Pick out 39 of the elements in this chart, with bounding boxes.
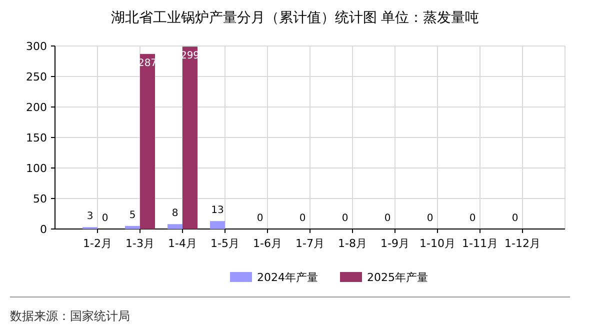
data-label: 0 [512,213,518,224]
bar [168,224,182,229]
x-tick-label: 1-2月 [83,237,112,250]
x-tick-label: 1-4月 [168,237,197,250]
x-tick-label: 1-10月 [420,237,456,250]
data-label: 8 [172,208,178,220]
chart-title: 湖北省工业锅炉产量分月（累计值）统计图 单位：蒸发量吨 [110,10,480,26]
data-label: 0 [469,213,476,224]
y-tick-label: 300 [26,40,47,53]
x-tick-label: 1-12月 [504,237,540,250]
data-label: 5 [129,210,136,221]
y-tick-label: 250 [26,70,47,84]
y-tick-label: 200 [26,101,47,114]
bar [125,226,140,229]
data-label: 0 [299,213,306,224]
data-label: 13 [211,205,224,216]
bar [182,46,198,229]
x-tick-label: 1-3月 [126,237,154,250]
data-label: 3 [86,211,94,222]
bar [140,54,155,229]
bar [210,221,225,229]
data-label: 0 [256,213,264,224]
data-label: 0 [384,213,391,224]
x-tick-label: 1-7月 [296,237,324,250]
y-tick-label: 0 [40,223,47,236]
x-tick-label: 1-9月 [380,237,410,250]
source-note: 数据来源：国家统计局 [10,309,130,323]
y-tick-label: 50 [33,192,47,206]
legend-label: 2024年产量 [257,271,318,284]
x-tick-label: 1-5月 [210,237,240,250]
legend-label: 2025年产量 [367,271,428,284]
data-label: 0 [426,213,434,224]
data-label: 0 [102,213,108,224]
y-tick-label: 100 [26,162,47,175]
x-tick-label: 1-11月 [462,237,498,250]
x-tick-label: 1-8月 [338,237,367,250]
data-label: 0 [342,213,348,224]
y-tick-label: 150 [26,132,47,144]
x-tick-label: 1-6月 [253,237,282,250]
